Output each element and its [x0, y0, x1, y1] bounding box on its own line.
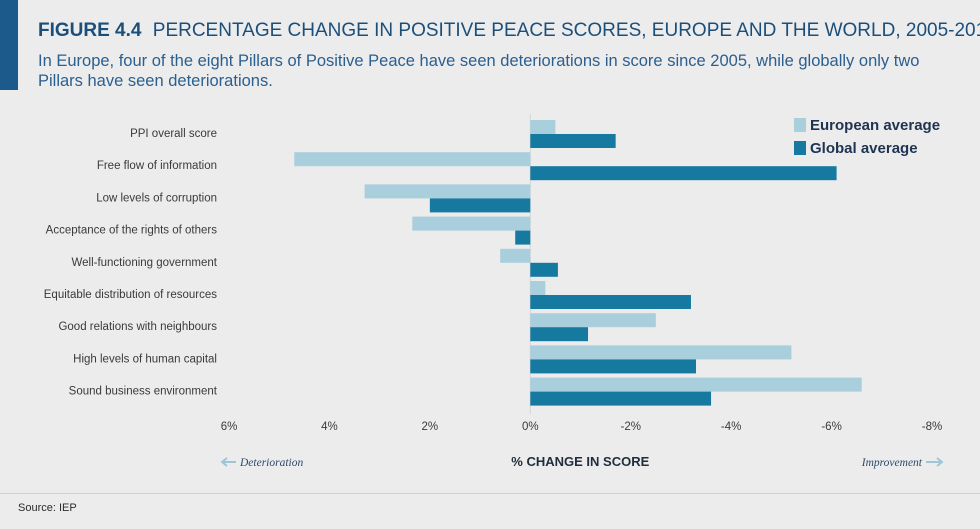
- category-label: PPI overall score: [130, 128, 217, 140]
- bar-european: [530, 313, 656, 328]
- accent-bar: [0, 0, 18, 90]
- x-tick-label: 4%: [321, 421, 338, 433]
- bar-european: [500, 248, 531, 263]
- x-tick-label: -2%: [620, 421, 640, 433]
- category-label: Low levels of corruption: [96, 192, 217, 204]
- x-tick-label: 0%: [522, 421, 539, 433]
- bar-global: [530, 391, 712, 406]
- bar-european: [530, 377, 862, 392]
- bar-european: [530, 345, 792, 360]
- figure-subtitle: In Europe, four of the eight Pillars of …: [38, 52, 920, 90]
- bar-global: [530, 262, 558, 277]
- bar-european: [530, 120, 556, 134]
- improvement-arrowhead-icon: [936, 457, 944, 467]
- bar-global: [530, 134, 616, 148]
- bar-chart: PPI overall score Free flow of informatio…: [44, 114, 944, 469]
- category-label: Free flow of information: [97, 160, 217, 172]
- x-tick-label: -6%: [821, 421, 841, 433]
- figure-number: FIGURE 4.4: [38, 20, 142, 41]
- legend-swatch-global: [794, 141, 806, 155]
- x-tick-label: 6%: [221, 421, 238, 433]
- bar-european: [294, 152, 531, 167]
- footer-divider: [0, 493, 980, 494]
- bar-global: [515, 230, 531, 245]
- bar-global: [530, 166, 837, 181]
- bar-european: [412, 216, 531, 231]
- figure-title: FIGURE 4.4 PERCENTAGE CHANGE IN POSITIVE…: [38, 20, 980, 42]
- bar-european: [364, 184, 531, 199]
- x-axis-label: % CHANGE IN SCORE: [511, 454, 649, 469]
- category-label: Well-functioning government: [71, 257, 217, 269]
- source-note: Source: IEP: [18, 502, 77, 514]
- category-label: Acceptance of the rights of others: [46, 225, 218, 237]
- category-label: High levels of human capital: [73, 353, 217, 365]
- x-tick-label: 2%: [422, 421, 439, 433]
- deterioration-annotation: Deterioration: [239, 457, 303, 469]
- legend-swatch-european: [794, 118, 806, 132]
- category-label: Good relations with neighbours: [58, 321, 217, 333]
- legend-label-european: European average: [810, 117, 940, 134]
- x-tick-label: -4%: [721, 421, 741, 433]
- deterioration-arrowhead-icon: [220, 457, 228, 467]
- bar-european: [530, 281, 546, 295]
- bar-global: [530, 359, 696, 374]
- bar-global: [530, 327, 589, 342]
- figure-title-text: PERCENTAGE CHANGE IN POSITIVE PEACE SCOR…: [152, 20, 980, 41]
- legend-label-global: Global average: [810, 140, 918, 157]
- x-tick-label: -8%: [922, 421, 942, 433]
- category-label: Sound business environment: [69, 386, 218, 398]
- bar-global: [429, 198, 531, 213]
- bar-global: [530, 295, 691, 309]
- category-label: Equitable distribution of resources: [44, 289, 217, 301]
- improvement-annotation: Improvement: [861, 457, 923, 469]
